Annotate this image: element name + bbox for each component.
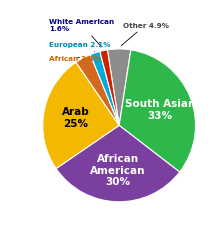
Wedge shape [90,52,119,126]
Wedge shape [107,50,131,126]
Text: Arab
25%: Arab 25% [62,107,89,128]
Text: African
American
30%: African American 30% [90,153,146,187]
Wedge shape [100,51,119,126]
Text: White American
1.6%: White American 1.6% [49,19,114,48]
Wedge shape [119,51,196,172]
Wedge shape [76,55,119,126]
Wedge shape [56,126,180,202]
Text: European 2.1%: European 2.1% [49,42,110,52]
Wedge shape [43,63,119,169]
Text: Other 4.9%: Other 4.9% [121,22,169,46]
Text: South Asian
33%: South Asian 33% [125,99,196,120]
Text: African 3.4%: African 3.4% [49,56,101,62]
